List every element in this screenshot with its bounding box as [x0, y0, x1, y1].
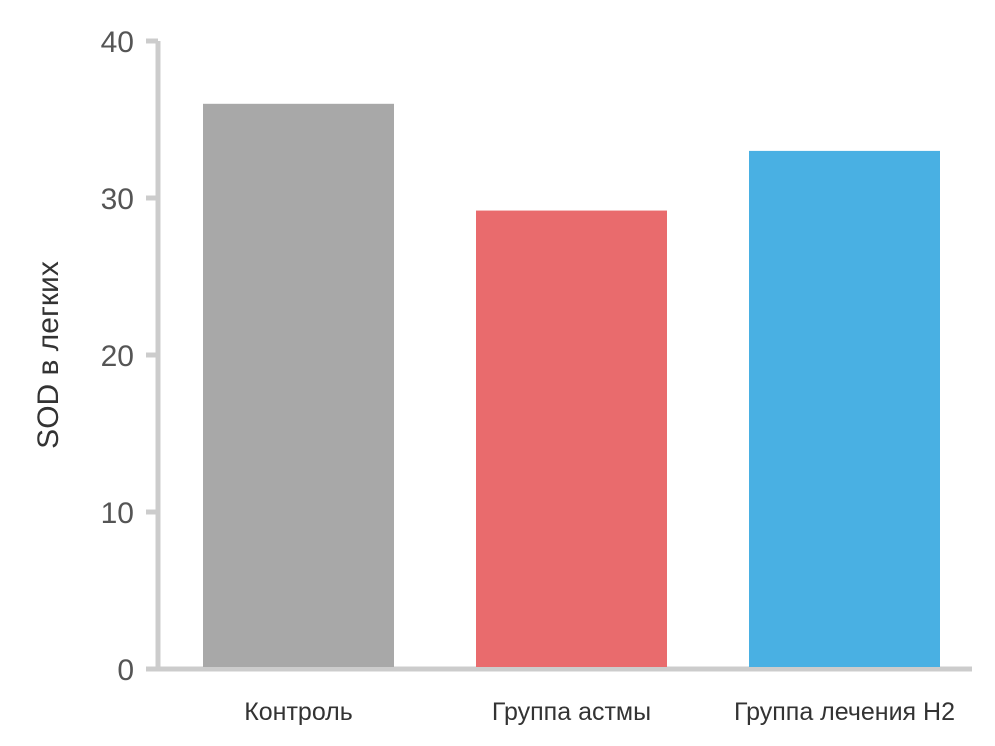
bar — [476, 210, 667, 667]
bar — [749, 150, 940, 667]
y-tick-label: 0 — [117, 654, 134, 687]
y-tick-label: 30 — [101, 183, 134, 216]
x-tick-label: Группа астмы — [492, 698, 651, 726]
y-tick-label: 40 — [101, 26, 134, 59]
y-axis-title: SOD в легких — [32, 261, 65, 449]
y-ticks: 0 10 20 30 40 — [101, 26, 158, 687]
y-tick-label: 10 — [101, 497, 134, 530]
x-tick-label: Группа лечения Н2 — [734, 698, 955, 726]
y-tick-label: 20 — [101, 340, 134, 373]
bar — [203, 103, 394, 668]
x-tick-labels: Контроль Группа астмы Группа лечения Н2 — [244, 698, 955, 726]
bars — [203, 103, 940, 668]
x-tick-label: Контроль — [244, 698, 353, 726]
